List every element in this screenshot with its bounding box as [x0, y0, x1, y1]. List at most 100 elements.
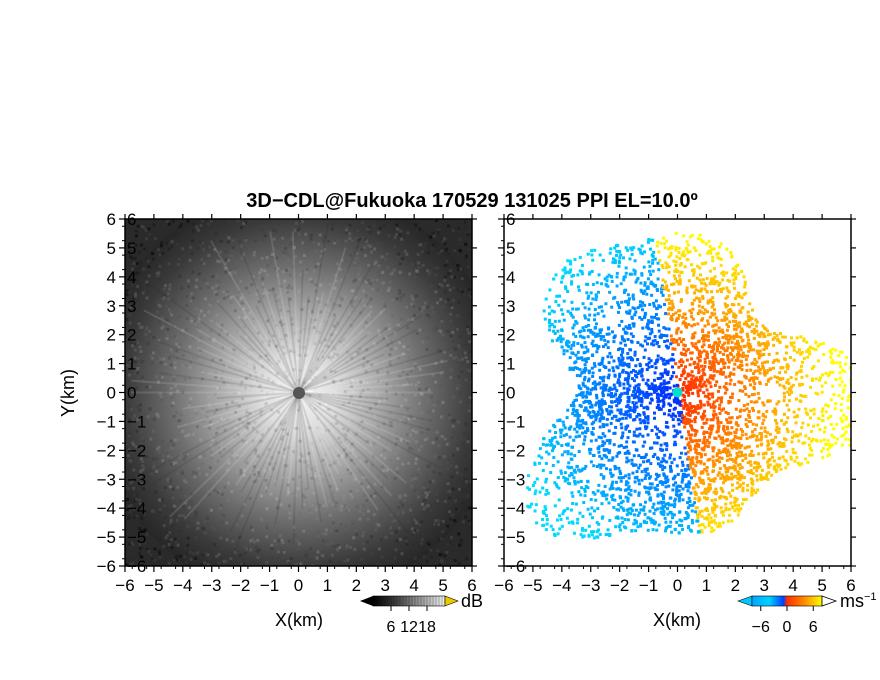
intensity-pixel [239, 468, 243, 472]
intensity-pixel [358, 266, 362, 270]
intensity-pixel [371, 278, 375, 282]
velocity-pixel [682, 417, 686, 421]
velocity-pixel [699, 377, 703, 381]
intensity-pixel [140, 516, 144, 520]
intensity-pixel [236, 219, 240, 223]
intensity-pixel [213, 562, 217, 566]
intensity-pixel [348, 545, 352, 549]
intensity-pixel [370, 250, 374, 254]
intensity-pixel [436, 499, 440, 503]
intensity-pixel [325, 543, 329, 547]
intensity-pixel [314, 446, 318, 450]
velocity-pixel [767, 378, 771, 382]
velocity-pixel [703, 394, 707, 398]
velocity-pixel [751, 479, 755, 483]
intensity-pixel [458, 400, 462, 404]
velocity-pixel [582, 378, 586, 382]
velocity-pixel [710, 363, 714, 367]
intensity-ticks: −6 −5 −4 −3 −2 −1 0 1 2 3 4 5 6−6 −6−5 −5−4 −4−3 −3−2 −2−… [97, 210, 477, 595]
intensity-pixel [239, 296, 243, 300]
intensity-pixel [180, 470, 184, 474]
intensity-pixel [134, 340, 138, 344]
intensity-pixel [246, 353, 250, 357]
intensity-pixel [351, 390, 355, 394]
velocity-pixel [654, 366, 658, 370]
intensity-pixel [187, 404, 191, 408]
velocity-pixel [688, 402, 692, 406]
intensity-pixel [239, 329, 243, 333]
intensity-pixel [432, 522, 436, 526]
intensity-pixel [145, 385, 149, 389]
velocity-pixel [848, 423, 851, 427]
intensity-pixel [251, 425, 255, 429]
intensity-pixel [468, 369, 472, 373]
intensity-pixel [163, 287, 167, 291]
intensity-pixel [157, 450, 161, 454]
intensity-pixel [330, 379, 334, 383]
intensity-pixel [333, 286, 337, 290]
intensity-pixel [283, 373, 287, 377]
intensity-pixel [397, 356, 401, 360]
velocity-pixel [660, 374, 664, 378]
intensity-pixel [454, 465, 458, 469]
intensity-pixel [203, 551, 207, 555]
velocity-pixel [734, 407, 738, 411]
velocity-pixel [598, 425, 602, 429]
velocity-pixel [681, 498, 685, 502]
intensity-ray [298, 383, 414, 394]
intensity-pixel [306, 359, 310, 363]
velocity-pixel [688, 363, 692, 367]
intensity-pixel [211, 446, 215, 450]
intensity-pixel [174, 556, 178, 560]
velocity-pixel [552, 325, 556, 329]
intensity-pixel [361, 364, 365, 368]
intensity-pixel [306, 470, 310, 474]
x-tick-label: −3 [202, 576, 221, 595]
intensity-pixel [354, 237, 358, 241]
velocity-pixel [622, 445, 626, 449]
intensity-pixel [339, 278, 343, 282]
intensity-pixel [203, 531, 207, 535]
intensity-pixel [405, 372, 409, 376]
intensity-ray [287, 296, 300, 393]
velocity-pixel [581, 535, 585, 539]
intensity-pixel [195, 225, 199, 229]
velocity-pixel [720, 488, 724, 492]
intensity-pixel [367, 263, 371, 267]
velocity-pixel [690, 263, 694, 267]
velocity-pixel [706, 472, 710, 476]
intensity-ray [210, 391, 300, 458]
intensity-pixel [396, 255, 400, 259]
intensity-pixel [372, 454, 376, 458]
velocity-pixel [626, 436, 630, 440]
intensity-pixel [445, 247, 449, 251]
velocity-pixel [620, 436, 624, 440]
intensity-pixel [179, 453, 183, 457]
velocity-pixel [729, 250, 733, 254]
intensity-pixel [317, 300, 321, 304]
intensity-pixel [157, 303, 161, 307]
velocity-pixel [627, 492, 631, 496]
intensity-pixel [141, 510, 145, 514]
x-tick-label: 5 [438, 576, 447, 595]
velocity-pixel [781, 455, 785, 459]
intensity-pixel [139, 554, 143, 558]
intensity-pixel [348, 231, 352, 235]
velocity-pixel [709, 516, 713, 520]
intensity-pixel [226, 347, 230, 351]
intensity-pixel [132, 468, 136, 472]
intensity-pixel [203, 287, 207, 291]
intensity-pixel [404, 501, 408, 505]
velocity-pixel [591, 344, 595, 348]
intensity-pixel [360, 248, 364, 252]
intensity-pixel [310, 310, 314, 314]
intensity-pixel [248, 548, 252, 552]
intensity-pixel [381, 258, 385, 262]
intensity-pixel [360, 221, 364, 225]
velocity-pixel [649, 247, 653, 251]
velocity-pixel [802, 356, 806, 360]
velocity-pixel [662, 433, 666, 437]
intensity-pixel [402, 480, 406, 484]
intensity-pixel [278, 442, 282, 446]
intensity-pixel [144, 329, 148, 333]
